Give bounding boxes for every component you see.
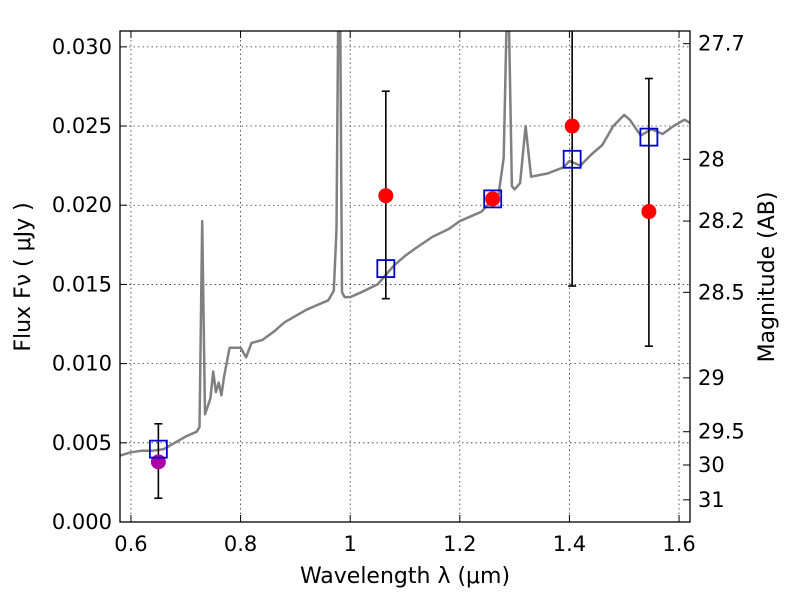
x-tick-label: 1.2	[443, 532, 476, 556]
model-flux-marker	[562, 149, 582, 169]
y2-tick-label: 29.5	[698, 420, 745, 444]
model-flux-marker	[148, 439, 168, 459]
grid-lines	[120, 31, 690, 522]
y2-axis-label: Magnitude (AB)	[755, 192, 780, 363]
y-tick-label: 0.010	[52, 352, 112, 376]
y-tick-label: 0.030	[52, 35, 112, 59]
axis-ticks: 0.6 0.8 1 1.2 1.4 1.6 0.000 0.005 0.010 0.015 0.02…	[52, 31, 745, 556]
y-tick-label: 0.025	[52, 114, 112, 138]
y-tick-label: 0.020	[52, 193, 112, 217]
observed-flux-point	[564, 118, 580, 134]
observed-flux-point	[378, 188, 394, 204]
plot-frame	[119, 30, 691, 523]
y2-tick-label: 28	[698, 147, 725, 171]
model-flux-marker	[376, 259, 396, 278]
y-tick-label: 0.015	[52, 272, 112, 296]
spectrum-line	[120, 31, 690, 457]
observed-flux-point	[641, 204, 657, 220]
model-flux-marker	[639, 127, 659, 147]
y-axis-label: Flux Fν ( μJy )	[11, 202, 36, 351]
x-axis-label: Wavelength λ (μm)	[300, 564, 510, 589]
y2-tick-label: 27.7	[698, 32, 745, 56]
y-tick-label: 0.005	[52, 431, 112, 455]
observed-flux-point	[485, 191, 501, 207]
y2-tick-label: 30	[698, 453, 725, 477]
y2-tick-label: 28.2	[698, 209, 745, 233]
model-flux-marker	[483, 189, 503, 209]
x-tick-label: 1	[344, 532, 357, 556]
x-tick-label: 1.4	[553, 532, 586, 556]
x-tick-label: 0.8	[224, 532, 257, 556]
x-tick-label: 1.6	[662, 532, 695, 556]
y2-tick-label: 28.5	[698, 280, 745, 304]
x-tick-label: 0.6	[114, 532, 147, 556]
y2-tick-label: 29	[698, 366, 725, 390]
y-tick-label: 0.000	[52, 510, 112, 534]
plot-area	[120, 31, 690, 500]
y2-tick-label: 31	[698, 488, 725, 512]
observed-flux-point	[150, 454, 166, 470]
